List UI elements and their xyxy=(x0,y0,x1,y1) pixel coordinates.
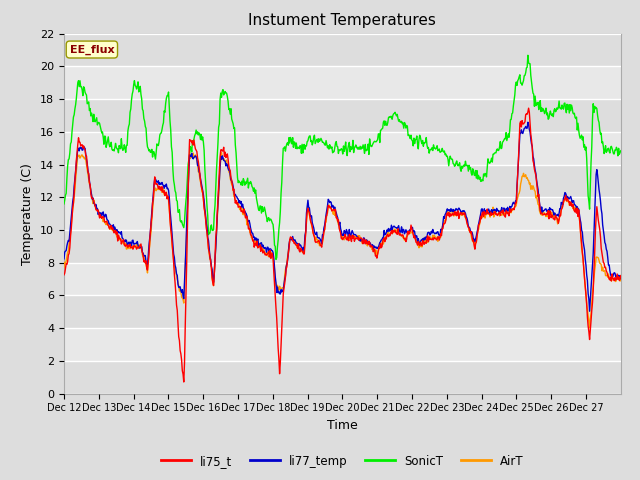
SonicT xyxy=(255,208,263,214)
SonicT xyxy=(401,120,408,125)
li77_temp xyxy=(524,120,532,125)
Bar xyxy=(64,263,621,295)
li75_t xyxy=(125,243,133,249)
Bar xyxy=(64,361,621,394)
Bar xyxy=(64,66,621,99)
Y-axis label: Temperature (C): Temperature (C) xyxy=(22,163,35,264)
li77_temp xyxy=(255,243,263,249)
AirT xyxy=(60,265,68,271)
SonicT xyxy=(272,256,280,262)
li75_t xyxy=(277,343,285,348)
X-axis label: Time: Time xyxy=(327,419,358,432)
li77_temp xyxy=(276,291,284,297)
Text: EE_flux: EE_flux xyxy=(70,44,114,55)
Bar xyxy=(64,165,621,197)
SonicT xyxy=(277,191,285,196)
li75_t xyxy=(617,273,625,278)
Line: li75_t: li75_t xyxy=(64,108,621,382)
li77_temp xyxy=(617,276,625,281)
Bar xyxy=(64,132,621,165)
SonicT xyxy=(60,201,68,207)
li75_t xyxy=(401,236,408,242)
Line: SonicT: SonicT xyxy=(64,55,621,259)
AirT xyxy=(617,274,625,279)
AirT xyxy=(586,325,593,331)
Bar xyxy=(64,230,621,263)
Legend: li75_t, li77_temp, SonicT, AirT: li75_t, li77_temp, SonicT, AirT xyxy=(156,450,529,472)
Bar xyxy=(64,197,621,230)
AirT xyxy=(228,183,236,189)
li75_t xyxy=(525,105,532,111)
li77_temp xyxy=(125,241,133,247)
li75_t xyxy=(180,379,188,385)
AirT xyxy=(277,286,285,292)
Bar xyxy=(64,328,621,361)
SonicT xyxy=(524,52,532,58)
SonicT xyxy=(432,146,440,152)
SonicT xyxy=(617,148,625,154)
li77_temp xyxy=(400,227,408,232)
Title: Instument Temperatures: Instument Temperatures xyxy=(248,13,436,28)
Line: AirT: AirT xyxy=(64,153,621,328)
SonicT xyxy=(228,116,236,122)
li77_temp xyxy=(60,256,68,262)
SonicT xyxy=(125,121,133,127)
Bar xyxy=(64,295,621,328)
AirT xyxy=(432,234,440,240)
li75_t xyxy=(432,236,440,241)
AirT xyxy=(125,243,133,249)
Line: li77_temp: li77_temp xyxy=(64,122,621,311)
li77_temp xyxy=(586,308,593,314)
Bar xyxy=(64,34,621,66)
li77_temp xyxy=(228,178,236,184)
AirT xyxy=(401,237,408,243)
li75_t xyxy=(256,242,264,248)
li75_t xyxy=(228,182,236,188)
li77_temp xyxy=(431,231,439,237)
AirT xyxy=(256,240,264,246)
li75_t xyxy=(60,272,68,278)
Bar xyxy=(64,99,621,132)
AirT xyxy=(218,150,225,156)
